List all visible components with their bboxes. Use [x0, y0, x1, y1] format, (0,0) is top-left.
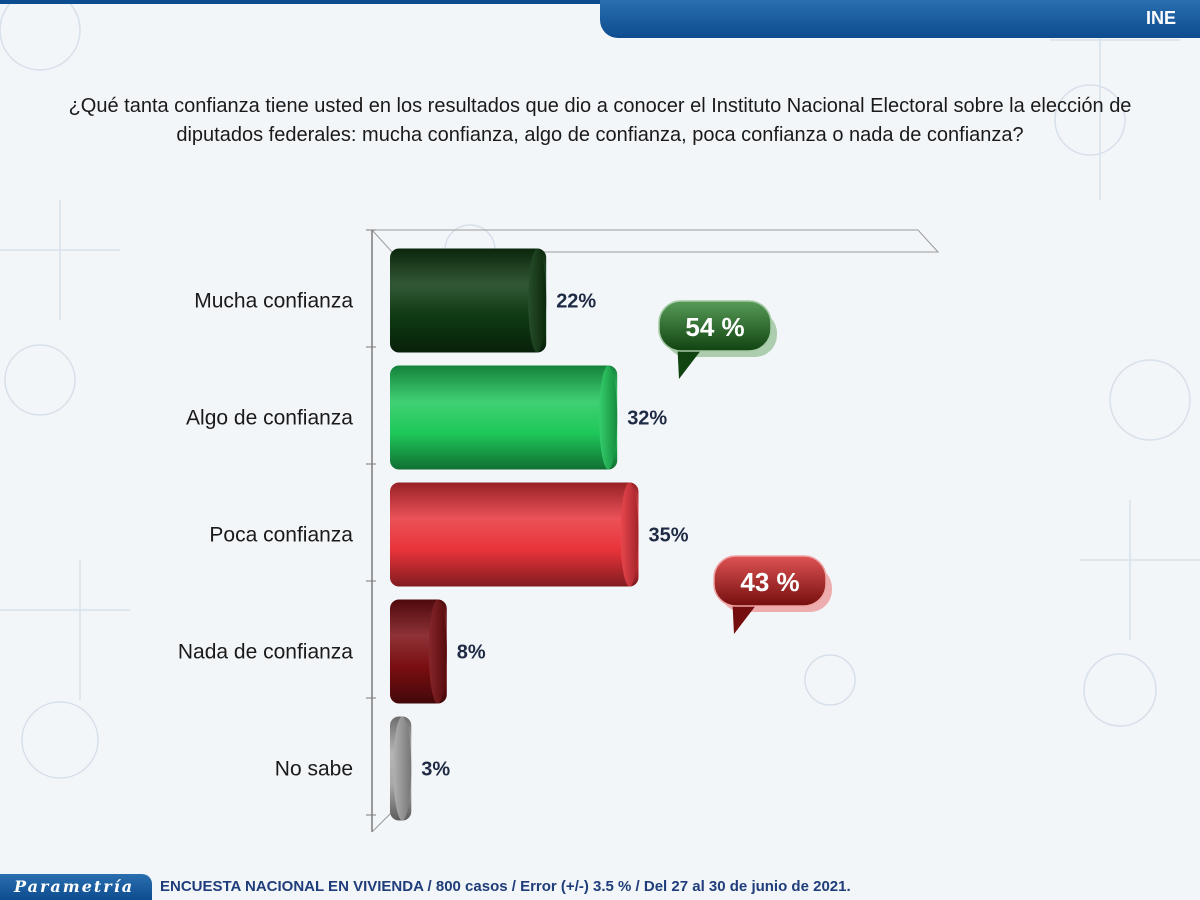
value-label: 35%	[649, 525, 689, 547]
callout-value: 54 %	[685, 312, 744, 342]
survey-question: ¿Qué tanta confianza tiene usted en los …	[68, 95, 1132, 146]
parametria-logo: Parametría	[14, 877, 135, 896]
value-label: 8%	[457, 642, 486, 664]
footer-survey-note: ENCUESTA NACIONAL EN VIVIENDA / 800 caso…	[160, 878, 851, 895]
value-label: 3%	[421, 759, 450, 781]
value-label: 22%	[556, 291, 596, 313]
callout-bubble: 43 %	[713, 555, 832, 634]
category-label: Nada de confianza	[178, 641, 353, 664]
value-label: 32%	[627, 408, 667, 430]
bar-nada-de-confianza	[390, 599, 447, 704]
footer-logo-band	[0, 874, 152, 900]
top-header-band	[600, 0, 1200, 38]
category-label: No sabe	[275, 758, 353, 781]
bar-poca-confianza	[390, 482, 639, 587]
bar-mucha-confianza	[390, 248, 547, 353]
category-label: Mucha confianza	[194, 290, 353, 313]
category-label: Algo de confianza	[186, 407, 353, 430]
callout-bubble: 54 %	[658, 300, 777, 379]
axis-floor-edge	[371, 811, 393, 833]
bar-no-sabe	[390, 716, 412, 821]
chart-back-plane	[370, 229, 940, 253]
bar-algo-de-confianza	[390, 365, 618, 470]
callout-value: 43 %	[740, 567, 799, 597]
section-tag: INE	[1145, 8, 1176, 28]
category-label: Poca confianza	[209, 524, 353, 547]
